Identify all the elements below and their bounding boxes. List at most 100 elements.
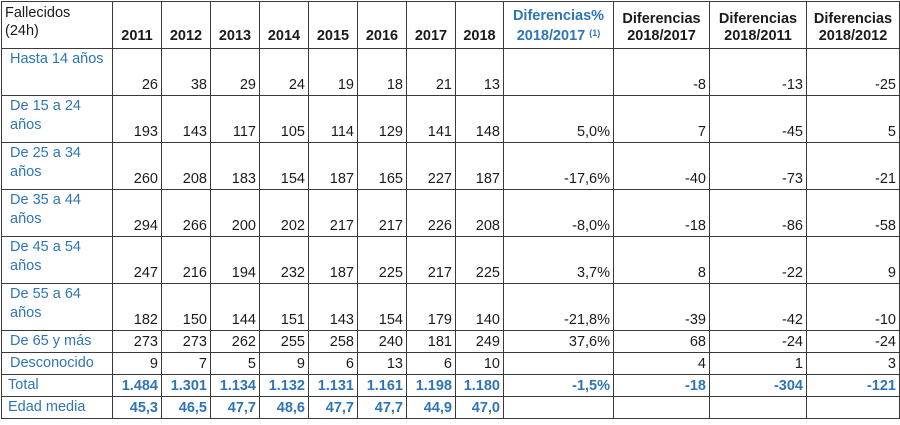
year-value-cell: 179 (406, 283, 456, 331)
year-value-cell: 114 (308, 95, 358, 143)
year-value-cell: 13 (455, 48, 504, 96)
diff-value-cell: -39 (613, 283, 710, 331)
year-value-cell: 247 (112, 236, 162, 284)
year-value-cell: 44,9 (406, 396, 456, 419)
year-value-cell: 29 (210, 48, 260, 96)
diff-value-cell: -42 (709, 283, 807, 331)
diff-value-cell: 3 (806, 352, 900, 375)
diff-value-cell: -24 (806, 330, 900, 353)
diff-percent-cell: -1,5% (503, 374, 614, 397)
row-label: De 45 a 54 años (1, 236, 113, 284)
year-value-cell: 1.180 (455, 374, 504, 397)
year-value-cell: 5 (210, 352, 260, 375)
year-value-cell: 1.161 (357, 374, 407, 397)
year-value-cell: 193 (112, 95, 162, 143)
year-value-cell: 48,6 (259, 396, 309, 419)
year-value-cell: 13 (357, 352, 407, 375)
diff-value-cell: 9 (806, 236, 900, 284)
row-label: Desconocido (1, 352, 113, 375)
table-row: De 65 y más 273 273 262 255 258 240 181 249 37,6%… (1, 330, 900, 353)
table-row: De 55 a 64 años 182 150 144 151 143 154 179 140-… (1, 283, 900, 331)
header-year: 2016 (357, 1, 407, 49)
year-value-cell: 227 (406, 142, 456, 190)
row-label: De 35 a 44 años (1, 189, 113, 237)
year-value-cell: 225 (455, 236, 504, 284)
row-label: De 65 y más (1, 330, 113, 353)
diff-value-cell: -86 (709, 189, 807, 237)
year-value-cell: 249 (455, 330, 504, 353)
row-label: De 25 a 34 años (1, 142, 113, 190)
diff-value-cell: 5 (806, 95, 900, 143)
diff-value-cell (709, 396, 807, 419)
header-year: 2011 (112, 1, 162, 49)
year-value-cell: 46,5 (161, 396, 211, 419)
year-value-cell: 6 (406, 352, 456, 375)
year-value-cell: 24 (259, 48, 309, 96)
diff-percent-cell (503, 352, 614, 375)
year-value-cell: 187 (455, 142, 504, 190)
year-value-cell: 1.131 (308, 374, 358, 397)
header-diff-2018-2012: Diferencias 2018/2012 (806, 1, 900, 49)
year-value-cell: 225 (357, 236, 407, 284)
row-label: De 15 a 24 años (1, 95, 113, 143)
diff-value-cell: -25 (806, 48, 900, 96)
year-value-cell: 143 (308, 283, 358, 331)
table-row: Hasta 14 años 26 38 29 24 19 18 21 13 -8 -13 -25 (1, 48, 900, 96)
table-row: De 35 a 44 años 294 266 200 202 217 217 226 208-… (1, 189, 900, 237)
year-value-cell: 148 (455, 95, 504, 143)
diff-value-cell (806, 396, 900, 419)
diff-value-cell: -10 (806, 283, 900, 331)
year-value-cell: 232 (259, 236, 309, 284)
header-year: 2018 (455, 1, 504, 49)
year-value-cell: 258 (308, 330, 358, 353)
year-value-cell: 217 (308, 189, 358, 237)
year-value-cell: 26 (112, 48, 162, 96)
table-row: De 45 a 54 años 247 216 194 232 187 225 217 225 3… (1, 236, 900, 284)
header-year: 2013 (210, 1, 260, 49)
row-label: Edad media (1, 396, 113, 419)
year-value-cell: 129 (357, 95, 407, 143)
header-year: 2015 (308, 1, 358, 49)
diff-percent-cell (503, 396, 614, 419)
table-row: Desconocido 9 7 5 9 6 13 6 10 4 1 3 (1, 352, 900, 375)
diff-value-cell: -22 (709, 236, 807, 284)
diff-value-cell: -45 (709, 95, 807, 143)
year-value-cell: 47,7 (357, 396, 407, 419)
diff-value-cell: -304 (709, 374, 807, 397)
diff-value-cell: -121 (806, 374, 900, 397)
header-row: Fallecidos (24h) 2011 2012 2013 2014 2015… (1, 1, 900, 49)
year-value-cell: 105 (259, 95, 309, 143)
year-value-cell: 19 (308, 48, 358, 96)
diff-percent-cell: 3,7% (503, 236, 614, 284)
year-value-cell: 262 (210, 330, 260, 353)
year-value-cell: 266 (161, 189, 211, 237)
diff-value-cell: 1 (709, 352, 807, 375)
year-value-cell: 47,0 (455, 396, 504, 419)
header-diff-2018-2017: Diferencias 2018/2017 (613, 1, 710, 49)
diff-value-cell: -13 (709, 48, 807, 96)
year-value-cell: 154 (259, 142, 309, 190)
diff-value-cell: -73 (709, 142, 807, 190)
year-value-cell: 9 (112, 352, 162, 375)
diff-value-cell: -18 (613, 189, 710, 237)
year-value-cell: 165 (357, 142, 407, 190)
year-value-cell: 1.134 (210, 374, 260, 397)
year-value-cell: 141 (406, 95, 456, 143)
year-value-cell: 216 (161, 236, 211, 284)
year-value-cell: 1.484 (112, 374, 162, 397)
table-body: Hasta 14 años 26 38 29 24 19 18 21 13 -8 -13 -25 De … (1, 48, 900, 419)
year-value-cell: 150 (161, 283, 211, 331)
year-value-cell: 202 (259, 189, 309, 237)
year-value-cell: 240 (357, 330, 407, 353)
year-value-cell: 208 (161, 142, 211, 190)
year-value-cell: 187 (308, 236, 358, 284)
diff-percent-cell: 37,6% (503, 330, 614, 353)
diff-value-cell: 8 (613, 236, 710, 284)
year-value-cell: 200 (210, 189, 260, 237)
diff-value-cell: -40 (613, 142, 710, 190)
diff-percent-cell (503, 48, 614, 96)
year-value-cell: 294 (112, 189, 162, 237)
year-value-cell: 117 (210, 95, 260, 143)
diff-value-cell: -58 (806, 189, 900, 237)
